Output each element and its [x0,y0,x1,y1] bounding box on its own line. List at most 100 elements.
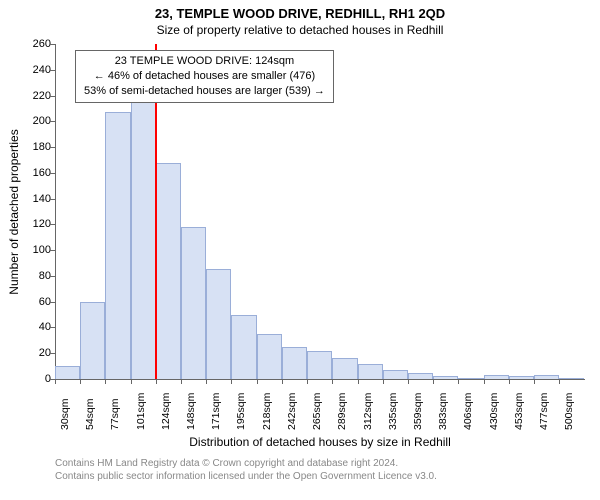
histogram-bar [509,376,534,379]
y-tick-mark [50,302,55,303]
y-tick-mark [50,44,55,45]
histogram-bar [282,347,307,379]
histogram-bar [559,378,584,379]
x-tick-label: 359sqm [412,393,424,430]
x-tick-label: 124sqm [160,393,172,430]
x-tick-label: 477sqm [538,393,550,430]
x-tick-label: 312sqm [362,393,374,430]
y-tick-label: 40 [21,321,51,333]
histogram-bar [181,227,206,379]
annotation-line-3: 53% of semi-detached houses are larger (… [84,84,325,99]
x-tick-label: 77sqm [109,398,121,430]
x-tick-label: 383sqm [437,393,449,430]
x-tick-label: 335sqm [387,393,399,430]
y-tick-mark [50,224,55,225]
annotation-line-1: 23 TEMPLE WOOD DRIVE: 124sqm [84,54,325,69]
x-tick-mark [206,379,207,384]
y-tick-mark [50,353,55,354]
histogram-bar [307,351,332,379]
histogram-bar [484,375,509,379]
y-tick-mark [50,199,55,200]
annotation-box: 23 TEMPLE WOOD DRIVE: 124sqm← 46% of det… [75,50,334,103]
y-tick-label: 200 [21,115,51,127]
x-tick-label: 406sqm [462,393,474,430]
x-tick-mark [307,379,308,384]
plot-area: 02040608010012014016018020022024026030sq… [55,44,585,379]
footer-line-1: Contains HM Land Registry data © Crown c… [55,457,437,470]
x-tick-mark [458,379,459,384]
x-tick-label: 218sqm [261,393,273,430]
x-axis-label: Distribution of detached houses by size … [189,435,450,449]
x-tick-mark [105,379,106,384]
histogram-bar [131,99,156,379]
y-tick-label: 0 [21,373,51,385]
x-tick-mark [231,379,232,384]
y-tick-mark [50,147,55,148]
y-tick-label: 80 [21,270,51,282]
histogram-bar [383,370,408,379]
y-tick-mark [50,276,55,277]
x-tick-label: 453sqm [513,393,525,430]
y-tick-label: 100 [21,244,51,256]
y-tick-mark [50,250,55,251]
y-axis-label: Number of detached properties [7,129,21,294]
x-tick-mark [156,379,157,384]
x-tick-mark [509,379,510,384]
y-tick-label: 60 [21,296,51,308]
histogram-bar [156,163,181,379]
histogram-bar [408,373,433,379]
footer-line-2: Contains public sector information licen… [55,470,437,483]
x-tick-mark [534,379,535,384]
histogram-bar [80,302,105,379]
y-tick-label: 20 [21,347,51,359]
x-tick-label: 54sqm [84,398,96,430]
y-tick-label: 240 [21,64,51,76]
x-tick-label: 265sqm [311,393,323,430]
y-tick-mark [50,173,55,174]
y-tick-label: 160 [21,167,51,179]
histogram-bar [534,375,559,379]
y-axis [55,44,56,379]
x-tick-label: 500sqm [563,393,575,430]
x-tick-mark [282,379,283,384]
y-tick-label: 140 [21,193,51,205]
x-tick-mark [131,379,132,384]
x-tick-label: 101sqm [135,393,147,430]
x-tick-label: 430sqm [488,393,500,430]
y-tick-mark [50,327,55,328]
histogram-bar [231,315,256,379]
x-tick-mark [332,379,333,384]
x-tick-mark [408,379,409,384]
y-tick-mark [50,70,55,71]
x-tick-label: 242sqm [286,393,298,430]
chart-title: 23, TEMPLE WOOD DRIVE, REDHILL, RH1 2QD [0,0,600,21]
footer-attribution: Contains HM Land Registry data © Crown c… [55,457,437,483]
x-tick-mark [383,379,384,384]
x-tick-mark [181,379,182,384]
x-tick-label: 30sqm [59,398,71,430]
y-tick-mark [50,96,55,97]
annotation-line-2: ← 46% of detached houses are smaller (47… [84,69,325,84]
histogram-bar [206,269,231,379]
y-tick-label: 120 [21,218,51,230]
histogram-bar [458,378,483,379]
x-tick-mark [433,379,434,384]
x-tick-mark [559,379,560,384]
x-axis [55,379,585,380]
y-tick-label: 260 [21,38,51,50]
histogram-bar [105,112,130,379]
histogram-bar [358,364,383,379]
x-tick-label: 171sqm [210,393,222,430]
y-tick-mark [50,121,55,122]
x-tick-mark [55,379,56,384]
histogram-bar [332,358,357,379]
x-tick-mark [484,379,485,384]
x-tick-mark [80,379,81,384]
x-tick-label: 148sqm [185,393,197,430]
chart-subtitle: Size of property relative to detached ho… [0,21,600,37]
x-tick-mark [257,379,258,384]
chart-container: 23, TEMPLE WOOD DRIVE, REDHILL, RH1 2QD … [0,0,600,500]
histogram-bar [433,376,458,379]
y-tick-label: 220 [21,90,51,102]
y-tick-label: 180 [21,141,51,153]
